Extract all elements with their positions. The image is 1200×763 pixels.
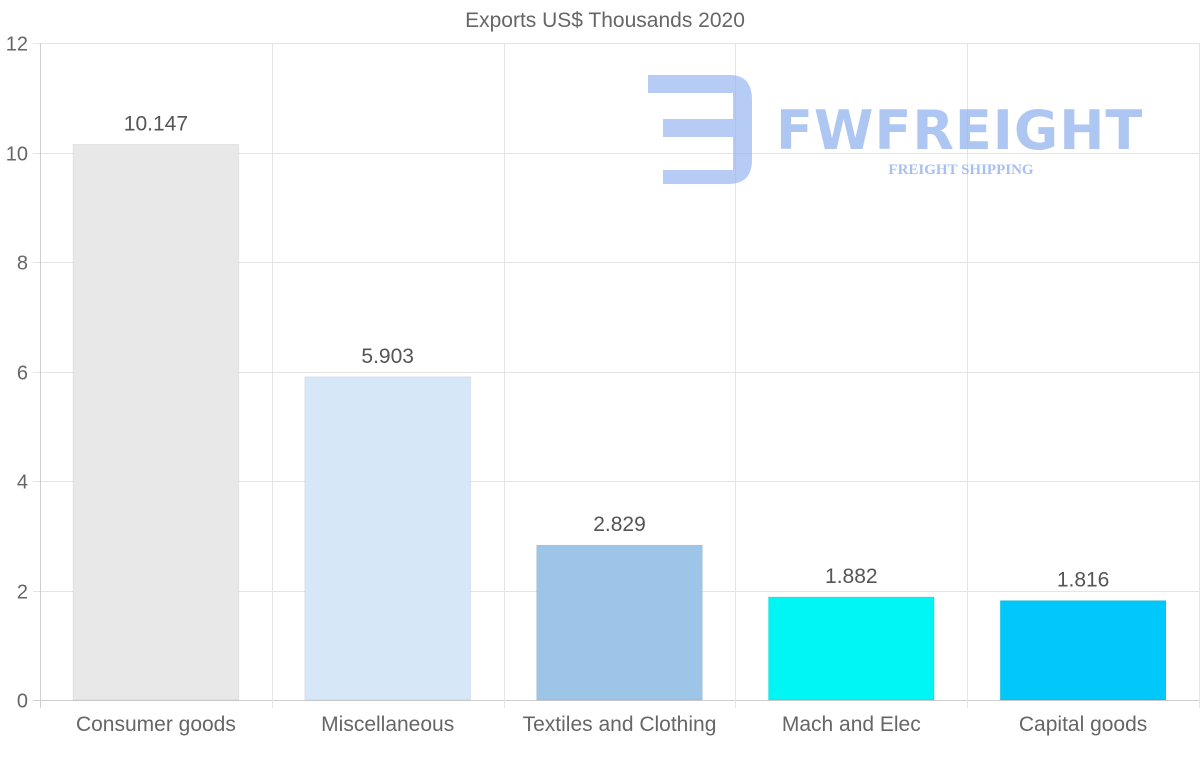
bar-value-label: 5.903 [361,345,414,368]
bar-value-label: 1.816 [1057,569,1110,592]
bar-capital-goods[interactable] [999,600,1167,701]
bar-value-label: 1.882 [825,565,878,588]
watermark-brand: FWFREIGHT [776,99,1143,162]
y-tick-label: 2 [17,582,28,604]
x-category-label: Consumer goods [76,713,236,736]
bar-mach-and-elec[interactable] [767,596,935,701]
y-tick-label: 12 [6,34,28,56]
bar-textiles-and-clothing[interactable] [536,544,703,701]
x-category-label: Textiles and Clothing [523,713,717,736]
y-tick-label: 0 [17,691,28,713]
bar-value-label: 2.829 [593,513,646,536]
bars [72,143,1167,701]
value-labels: 10.147 5.903 2.829 1.882 1.816 [124,112,1110,591]
watermark-tagline: FREIGHT SHIPPING [888,162,1033,178]
bar-miscellaneous[interactable] [304,376,472,701]
chart-title: Exports US$ Thousands 2020 [465,9,745,32]
x-category-label: Miscellaneous [321,713,454,736]
x-category-label: Mach and Elec [782,713,921,736]
axes: 0 2 4 6 8 10 12 Consumer goods Miscellaneous Text… [6,34,1148,737]
fw-logo-mark [648,75,752,184]
x-category-label: Capital goods [1019,713,1147,736]
watermark-logo: FWFREIGHT FREIGHT SHIPPING [648,75,1143,184]
y-tick-label: 10 [6,144,28,166]
y-tick-label: 8 [17,253,28,275]
y-tick-label: 4 [17,472,28,494]
bar-consumer-goods[interactable] [72,143,240,701]
bar-value-label: 10.147 [124,112,188,135]
y-tick-label: 6 [17,363,28,385]
